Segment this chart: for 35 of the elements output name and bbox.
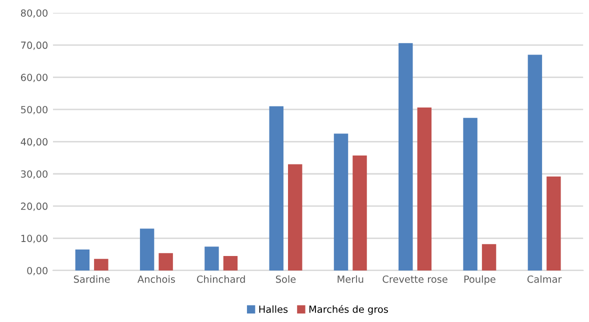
y-tick-label: 30,00 bbox=[21, 170, 48, 179]
bar bbox=[398, 43, 413, 270]
y-tick-label: 50,00 bbox=[21, 106, 48, 114]
legend-label: Marchés de gros bbox=[309, 304, 388, 315]
y-tick-label: 80,00 bbox=[20, 9, 48, 18]
bar bbox=[288, 164, 302, 270]
x-tick-label: Crevette rose bbox=[382, 276, 448, 283]
x-tick-label: Anchois bbox=[138, 275, 175, 283]
y-tick-label: 0,00 bbox=[27, 266, 48, 276]
y-tick-label: 70,00 bbox=[21, 42, 48, 50]
x-tick-label: Chinchard bbox=[197, 275, 245, 283]
y-tick-label: 20,00 bbox=[21, 202, 48, 211]
bar bbox=[223, 256, 238, 270]
y-tick-label: 60,00 bbox=[20, 74, 48, 82]
bar bbox=[94, 258, 108, 270]
bar bbox=[158, 253, 173, 270]
bar bbox=[352, 156, 367, 270]
bar bbox=[140, 228, 154, 270]
x-tick-label: Calmar bbox=[527, 275, 562, 283]
x-tick-label: Sole bbox=[276, 275, 296, 283]
y-tick-label: 10,00 bbox=[21, 234, 48, 244]
bar bbox=[482, 244, 496, 270]
x-tick-label: Sardine bbox=[74, 275, 110, 283]
bar bbox=[75, 250, 90, 270]
x-tick-label: Merlu bbox=[338, 275, 364, 283]
legend-label: Halles bbox=[259, 305, 288, 313]
bar bbox=[417, 108, 432, 270]
bar bbox=[269, 106, 284, 270]
bar bbox=[463, 118, 478, 270]
y-tick-label: 40,00 bbox=[20, 138, 48, 147]
bar bbox=[546, 176, 561, 270]
x-tick-label: Poulpe bbox=[464, 275, 496, 285]
bar bbox=[528, 54, 542, 270]
bar bbox=[204, 246, 219, 270]
bar bbox=[334, 134, 348, 270]
